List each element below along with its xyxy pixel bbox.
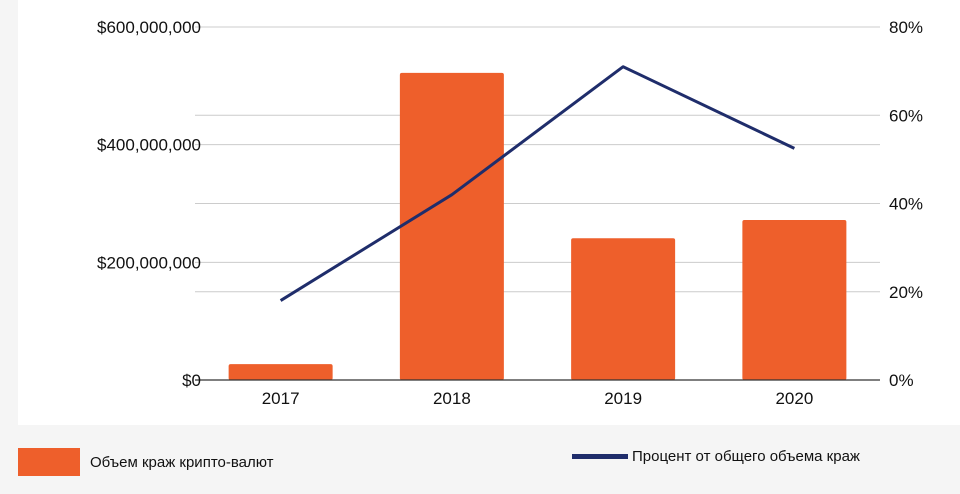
- legend-label-theft-volume: Объем краж крипто-валют: [90, 453, 274, 471]
- bar-2017: [228, 364, 333, 380]
- y-right-tick-label: 20%: [889, 283, 923, 302]
- chart-area: $0 $200,000,000 $400,000,000 $600,000,000 0%…: [18, 0, 960, 425]
- y-right-tick-label: 0%: [889, 371, 914, 390]
- y-left-tick-label: $600,000,000: [97, 18, 201, 37]
- bar-series: [228, 72, 847, 380]
- combo-chart: $0 $200,000,000 $400,000,000 $600,000,000 0%…: [97, 18, 923, 408]
- y-right-tick-label: 40%: [889, 195, 923, 214]
- y-right-tick-label: 80%: [889, 18, 923, 37]
- legend-item-theft-percent: Процент от общего объема краж: [572, 448, 860, 465]
- x-tick-label: 2019: [604, 389, 642, 408]
- x-tick-label: 2020: [775, 389, 813, 408]
- y-right-tick-label: 60%: [889, 106, 923, 125]
- y-left-tick-label: $200,000,000: [97, 253, 201, 272]
- x-tick-label: 2018: [433, 389, 471, 408]
- bar-2020: [742, 219, 847, 380]
- bar-2019: [571, 238, 676, 380]
- percent-line: [279, 65, 796, 302]
- legend-label-theft-percent: Процент от общего объема краж: [632, 448, 860, 465]
- axes: $0 $200,000,000 $400,000,000 $600,000,000 0%…: [97, 18, 923, 408]
- legend-item-theft-volume: Объем краж крипто-валют: [18, 448, 274, 476]
- legend-swatch-line: [572, 454, 628, 459]
- gridlines: [195, 26, 880, 293]
- x-tick-label: 2017: [262, 389, 300, 408]
- legend: Объем краж крипто-валют Процент от общег…: [0, 430, 960, 494]
- y-left-tick-label: $0: [182, 371, 201, 390]
- bar-2018: [399, 72, 504, 380]
- line-series: [279, 65, 796, 302]
- legend-swatch-bar: [18, 448, 80, 476]
- y-left-tick-label: $400,000,000: [97, 136, 201, 155]
